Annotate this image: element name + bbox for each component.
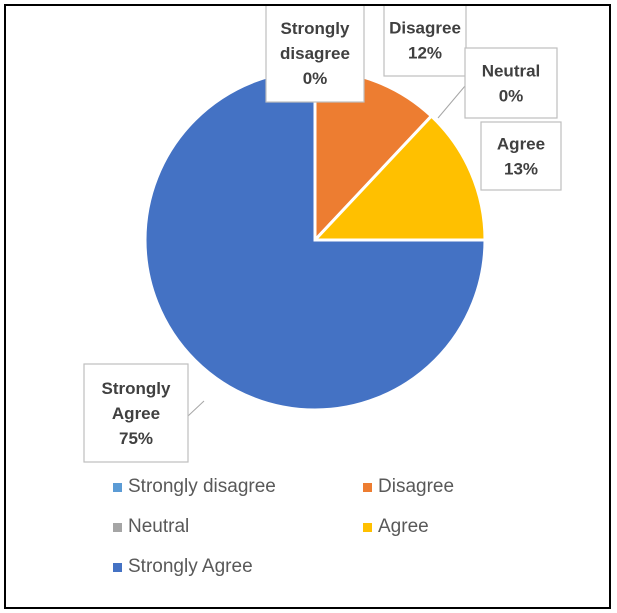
- data-label-box-disagree: [383, 6, 467, 77]
- legend-swatch-strongly-disagree: [113, 482, 122, 492]
- data-label-strongly-disagree-line-1: Strongly: [281, 19, 350, 38]
- legend-swatch-strongly-agree: [113, 562, 122, 572]
- legend-swatch-disagree: [363, 482, 372, 492]
- legend-label-neutral: Neutral: [128, 516, 190, 537]
- pie-slice-agree: [311, 113, 487, 242]
- chart-area: Strongly disagree 0% Disagree 12% Neutral 0% Ag…: [4, 4, 611, 609]
- legend-label-strongly-agree: Strongly Agree: [128, 556, 253, 577]
- data-label-strongly-agree-line-2: Agree: [112, 404, 160, 423]
- data-label-box-strongly-disagree: [265, 6, 365, 103]
- legend-item-neutral: Neutral: [113, 516, 189, 538]
- legend-swatch-agree: [363, 522, 372, 532]
- data-label-disagree-line-2: 12%: [408, 44, 442, 63]
- legend-swatch-neutral: [113, 522, 122, 532]
- legend-item-strongly-agree: Strongly Agree: [113, 556, 253, 578]
- legend-item-agree: Agree: [363, 516, 429, 538]
- data-label-strongly-agree-line-1: Strongly: [102, 379, 171, 398]
- pie-slice-strongly-agree: [143, 68, 487, 412]
- pie-chart: Strongly disagree 0% Disagree 12% Neutral 0% Ag…: [83, 6, 562, 463]
- data-label-strongly-disagree-line-2: disagree: [280, 44, 350, 63]
- data-label-strongly-disagree-line-3: 0%: [303, 69, 328, 88]
- legend-item-disagree: Disagree: [363, 476, 454, 498]
- data-label-box-strongly-agree: [83, 363, 189, 463]
- legend-item-strongly-disagree: Strongly disagree: [113, 476, 276, 498]
- data-label-neutral-line-2: 0%: [499, 87, 524, 106]
- leader-line-neutral: [437, 85, 466, 119]
- legend-label-strongly-disagree: Strongly disagree: [128, 476, 276, 497]
- legend-label-agree: Agree: [378, 516, 429, 537]
- legend-label-disagree: Disagree: [378, 476, 455, 497]
- data-label-neutral-line-1: Neutral: [482, 62, 541, 81]
- data-label-strongly-agree-line-3: 75%: [119, 429, 153, 448]
- data-label-box-neutral: [464, 47, 558, 119]
- data-label-agree-line-2: 13%: [504, 160, 538, 179]
- data-label-disagree-line-1: Disagree: [389, 19, 461, 38]
- leader-line-strongly-agree: [187, 400, 205, 417]
- data-label-box-agree: [480, 121, 562, 191]
- data-label-agree-line-1: Agree: [497, 135, 545, 154]
